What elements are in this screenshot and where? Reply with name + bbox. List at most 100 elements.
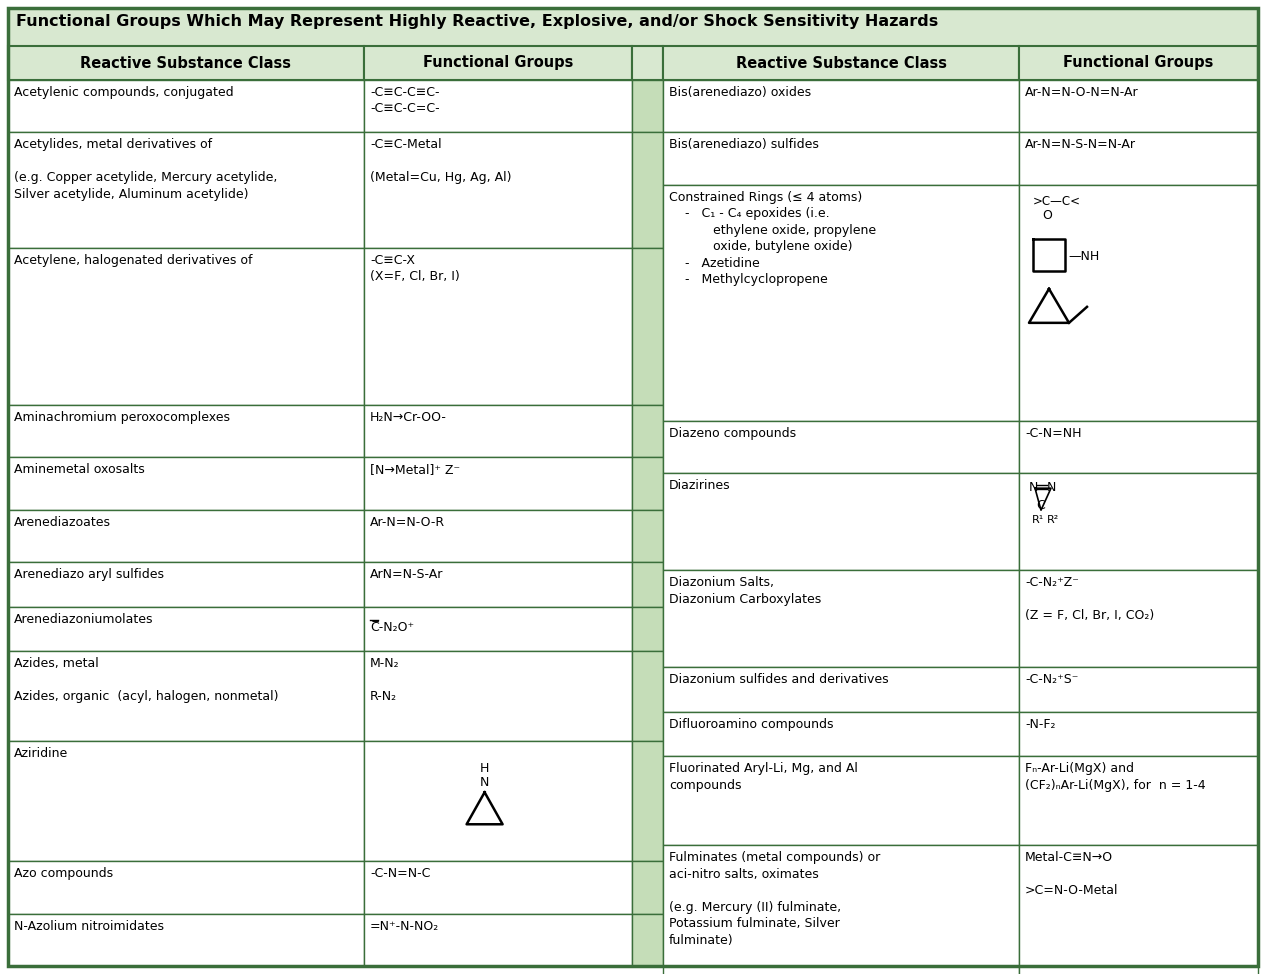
Bar [663, 185, 1019, 421]
Bar [8, 652, 365, 740]
Bar [632, 740, 663, 861]
Bar [1019, 80, 1258, 132]
Bar [663, 421, 1019, 473]
Text: Aminemetal oxosalts: Aminemetal oxosalts [14, 464, 144, 476]
Text: Aziridine: Aziridine [14, 746, 68, 760]
Bar [365, 607, 632, 652]
Bar [8, 405, 365, 458]
Text: Azides, metal

Azides, organic  (acyl, halogen, nonmetal): Azides, metal Azides, organic (acyl, hal… [14, 657, 279, 703]
Text: Functional Groups: Functional Groups [423, 56, 573, 70]
Bar [1019, 473, 1258, 570]
Text: M-N₂

R-N₂: M-N₂ R-N₂ [370, 657, 400, 703]
Bar [365, 914, 632, 966]
Text: R²: R² [1047, 515, 1060, 525]
Bar [1019, 712, 1258, 756]
Text: Ar-N=N-S-N=N-Ar: Ar-N=N-S-N=N-Ar [1025, 138, 1136, 151]
Text: ArN=N-S-Ar: ArN=N-S-Ar [370, 568, 443, 581]
Text: Azo compounds: Azo compounds [14, 867, 113, 880]
Bar [365, 46, 632, 80]
Bar [8, 8, 1258, 46]
Text: Constrained Rings (≤ 4 atoms)
    -   C₁ - C₄ epoxides (i.e.
           ethylene: Constrained Rings (≤ 4 atoms) - C₁ - C₄ … [668, 191, 876, 286]
Bar [365, 458, 632, 510]
Bar [663, 667, 1019, 712]
Bar [663, 80, 1019, 132]
Text: Acetylides, metal derivatives of

(e.g. Copper acetylide, Mercury acetylide,
Sil: Acetylides, metal derivatives of (e.g. C… [14, 138, 277, 201]
Text: >C—C<: >C—C< [1033, 195, 1081, 207]
Text: Diazonium Salts,
Diazonium Carboxylates: Diazonium Salts, Diazonium Carboxylates [668, 577, 822, 606]
Text: Fₙ-Ar-Li(MgX) and
(CF₂)ₙAr-Li(MgX), for  n = 1-4: Fₙ-Ar-Li(MgX) and (CF₂)ₙAr-Li(MgX), for … [1025, 763, 1205, 792]
Text: -N-F₂: -N-F₂ [1025, 718, 1056, 730]
Text: -C-N=N-C: -C-N=N-C [370, 867, 430, 880]
Text: Reactive Substance Class: Reactive Substance Class [736, 56, 947, 70]
Text: Ar-N=N-O-R: Ar-N=N-O-R [370, 516, 446, 529]
Bar [663, 132, 1019, 185]
Bar [8, 80, 365, 132]
Bar [365, 80, 632, 132]
Text: N: N [1029, 481, 1038, 494]
Text: Bis(arenediazo) sulfides: Bis(arenediazo) sulfides [668, 138, 819, 151]
Text: Bis(arenediazo) oxides: Bis(arenediazo) oxides [668, 86, 812, 99]
Bar [8, 861, 365, 914]
Bar [365, 132, 632, 247]
Bar [632, 80, 663, 132]
Text: N-Azolium nitroimidates: N-Azolium nitroimidates [14, 919, 165, 932]
Bar [8, 510, 365, 562]
Text: -C-N=NH: -C-N=NH [1025, 427, 1081, 440]
Text: Metal-C≡N→O

>C=N-O-Metal: Metal-C≡N→O >C=N-O-Metal [1025, 851, 1118, 897]
Bar [365, 740, 632, 861]
Bar [8, 247, 365, 405]
Bar [8, 132, 365, 247]
Bar [632, 914, 663, 966]
Bar [8, 46, 365, 80]
Bar [1019, 185, 1258, 421]
Bar [632, 652, 663, 740]
Text: Arenediazo aryl sulfides: Arenediazo aryl sulfides [14, 568, 165, 581]
Bar [632, 46, 663, 80]
Text: Acetylene, halogenated derivatives of: Acetylene, halogenated derivatives of [14, 254, 252, 267]
Text: —NH: —NH [1069, 250, 1099, 263]
Text: -C-N₂⁺S⁻: -C-N₂⁺S⁻ [1025, 673, 1079, 686]
Bar [365, 861, 632, 914]
Text: Ar-N=N-O-N=N-Ar: Ar-N=N-O-N=N-Ar [1025, 86, 1138, 99]
Text: Diazonium sulfides and derivatives: Diazonium sulfides and derivatives [668, 673, 889, 686]
Bar [663, 570, 1019, 667]
Text: Functional Groups Which May Represent Highly Reactive, Explosive, and/or Shock S: Functional Groups Which May Represent Hi… [16, 14, 938, 29]
Bar [632, 510, 663, 562]
Text: Functional Groups: Functional Groups [1063, 56, 1214, 70]
Bar [8, 607, 365, 652]
Text: -C≡C-Metal

(Metal=Cu, Hg, Ag, Al): -C≡C-Metal (Metal=Cu, Hg, Ag, Al) [370, 138, 511, 184]
Text: N: N [480, 776, 489, 789]
Bar [663, 845, 1019, 974]
Bar [632, 562, 663, 607]
Text: Diazeno compounds: Diazeno compounds [668, 427, 796, 440]
Bar [1019, 667, 1258, 712]
Bar [632, 861, 663, 914]
Bar [8, 914, 365, 966]
Bar [1019, 845, 1258, 974]
Text: O: O [1042, 208, 1052, 222]
Text: C̅-N₂O⁺: C̅-N₂O⁺ [370, 620, 414, 634]
Bar [8, 458, 365, 510]
Bar [663, 46, 1019, 80]
Text: H: H [480, 763, 489, 775]
Bar [632, 405, 663, 458]
Bar [663, 473, 1019, 570]
Text: Arenediazoates: Arenediazoates [14, 516, 111, 529]
Text: Difluoroamino compounds: Difluoroamino compounds [668, 718, 833, 730]
Bar [365, 510, 632, 562]
Text: Arenediazoniumolates: Arenediazoniumolates [14, 613, 153, 626]
Bar [8, 562, 365, 607]
Bar [365, 562, 632, 607]
Text: Fulminates (metal compounds) or
aci-nitro salts, oximates

(e.g. Mercury (II) fu: Fulminates (metal compounds) or aci-nitr… [668, 851, 880, 947]
Text: H₂N→Cr-OO-: H₂N→Cr-OO- [370, 411, 447, 424]
Text: [N→Metal]⁺ Z⁻: [N→Metal]⁺ Z⁻ [370, 464, 460, 476]
Text: -C≡C-X
(X=F, Cl, Br, I): -C≡C-X (X=F, Cl, Br, I) [370, 254, 460, 283]
Bar [663, 756, 1019, 845]
Bar [1019, 756, 1258, 845]
Text: Aminachromium peroxocomplexes: Aminachromium peroxocomplexes [14, 411, 230, 424]
Text: N: N [1047, 481, 1056, 494]
Text: Fluorinated Aryl-Li, Mg, and Al
compounds: Fluorinated Aryl-Li, Mg, and Al compound… [668, 763, 858, 792]
Text: Diazirines: Diazirines [668, 479, 730, 492]
Text: R¹: R¹ [1032, 515, 1044, 525]
Bar [663, 712, 1019, 756]
